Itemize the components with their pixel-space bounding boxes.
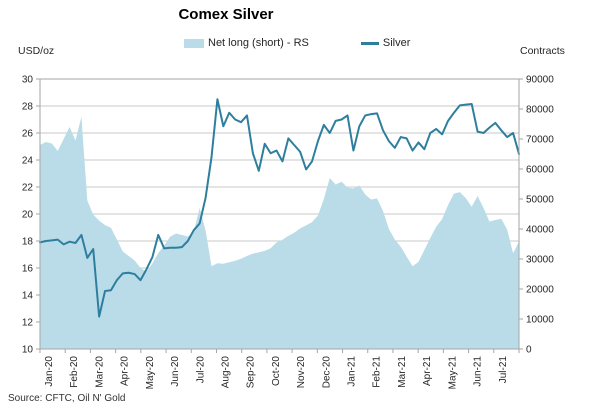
x-axis-tick-label: Mar-20	[94, 356, 105, 388]
x-axis-tick-label: Mar-21	[397, 356, 408, 388]
x-axis-tick-label: May-20	[145, 356, 156, 390]
legend-item-net-long: Net long (short) - RS	[184, 37, 309, 49]
y-axis-tick-label: 14	[22, 291, 34, 302]
x-axis-tick-label: Apr-20	[120, 356, 131, 386]
x-axis-tick-label: Feb-21	[372, 356, 383, 388]
x-axis-tick-label: Jun-21	[473, 356, 484, 387]
right-axis-unit: Contracts	[520, 45, 565, 57]
legend-item-silver: Silver	[360, 37, 411, 49]
area-swatch-icon	[184, 38, 204, 48]
y-axis-tick-label: 22	[22, 183, 34, 194]
y2-axis-tick-label: 30000	[526, 255, 554, 266]
legend: Net long (short) - RS Silver	[184, 37, 410, 49]
net-long-area-series	[40, 116, 519, 349]
y2-axis-tick-label: 90000	[526, 75, 554, 86]
y2-axis-tick-label: 70000	[526, 135, 554, 146]
silver-line-series	[39, 98, 520, 318]
left-axis-unit: USD/oz	[18, 45, 55, 57]
x-axis-tick-label: Jan-20	[44, 356, 55, 387]
x-axis-tick-label: Oct-20	[271, 356, 282, 386]
x-axis-tick-label: Jul-20	[195, 356, 206, 384]
x-axis-tick-label: Jan-21	[347, 356, 358, 387]
y2-axis-tick-label: 80000	[526, 105, 554, 116]
y-axis-tick-label: 10	[22, 345, 34, 356]
chart-title: Comex Silver	[178, 6, 274, 23]
y-axis-tick-label: 26	[22, 129, 34, 140]
x-axis-tick-label: Nov-20	[296, 356, 307, 389]
x-axis-tick-label: Apr-21	[422, 356, 433, 386]
y2-axis-tick-label: 50000	[526, 195, 554, 206]
y2-axis-tick-label: 40000	[526, 225, 554, 236]
y-axis-tick-label: 16	[22, 264, 34, 275]
y-axis-tick-label: 30	[22, 75, 34, 86]
y2-axis-tick-label: 60000	[526, 165, 554, 176]
y-axis-tick-label: 18	[22, 237, 34, 248]
x-axis-tick-label: Feb-20	[69, 356, 80, 388]
y-axis-tick-label: 28	[22, 102, 34, 113]
source-note: Source: CFTC, Oil N' Gold	[8, 393, 126, 404]
x-axis-tick-label: May-21	[447, 356, 458, 390]
x-axis-tick-label: Jun-20	[170, 356, 181, 387]
x-axis-tick-label: Jul-21	[498, 356, 509, 384]
y-axis-tick-label: 12	[22, 318, 34, 329]
y2-axis-tick-label: 0	[526, 345, 532, 356]
line-swatch-icon	[360, 41, 379, 45]
legend-label-net-long: Net long (short) - RS	[208, 37, 309, 49]
x-axis-tick-label: Aug-20	[220, 356, 231, 389]
legend-label-silver: Silver	[382, 37, 411, 49]
y2-axis-tick-label: 20000	[526, 285, 554, 296]
y-axis-tick-label: 24	[22, 156, 34, 167]
y-axis-tick-label: 20	[22, 210, 34, 221]
x-axis-tick-label: Sep-20	[246, 356, 257, 389]
y2-axis-tick-label: 10000	[526, 315, 554, 326]
x-axis-tick-label: Dec-20	[321, 356, 332, 389]
